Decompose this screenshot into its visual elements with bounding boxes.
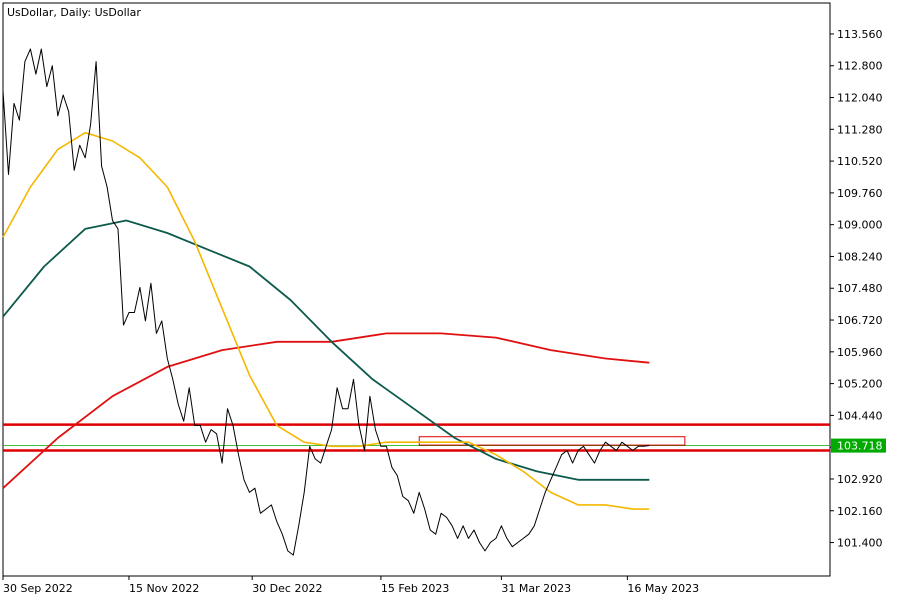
plot-series xyxy=(2,48,830,556)
y-tick-label: 113.560 xyxy=(837,28,883,41)
y-axis: 101.400102.160102.920103.680104.440105.2… xyxy=(830,28,883,550)
y-tick-label: 107.480 xyxy=(837,282,883,295)
x-tick-label: 31 Mar 2023 xyxy=(501,582,571,595)
x-tick-label: 15 Feb 2023 xyxy=(381,582,449,595)
y-tick-label: 105.200 xyxy=(837,378,883,391)
last-price-box xyxy=(831,438,886,453)
y-tick-label: 109.000 xyxy=(837,219,883,232)
price-line xyxy=(2,48,650,556)
y-tick-label: 104.440 xyxy=(837,409,883,422)
x-tick-label: 15 Nov 2022 xyxy=(129,582,199,595)
x-tick-label: 30 Sep 2022 xyxy=(3,582,73,595)
chart-title: UsDollar, Daily: UsDollar xyxy=(7,6,141,19)
highlight-zone xyxy=(418,436,686,446)
y-tick-label: 102.160 xyxy=(837,505,883,518)
x-tick-label: 30 Dec 2022 xyxy=(252,582,322,595)
plot-area xyxy=(2,2,831,577)
ma-fast-line xyxy=(2,131,650,510)
last-price-marker: 103.718 xyxy=(831,438,886,453)
y-tick-label: 110.520 xyxy=(837,155,883,168)
y-tick-label: 111.280 xyxy=(837,123,883,136)
x-axis: 30 Sep 2022 15 Nov 2022 30 Dec 2022 15 Feb … xyxy=(2,576,699,595)
y-tick-label: 108.240 xyxy=(837,250,883,263)
last-price-label: 103.718 xyxy=(837,440,883,453)
y-tick-label: 112.800 xyxy=(837,60,883,73)
y-tick-label: 106.720 xyxy=(837,314,883,327)
y-tick-label: 112.040 xyxy=(837,92,883,105)
x-tick-label: 16 May 2023 xyxy=(627,582,699,595)
ma-mid-line xyxy=(2,219,650,481)
y-tick-label: 105.960 xyxy=(837,346,883,359)
y-tick-label: 102.920 xyxy=(837,473,883,486)
y-tick-label: 109.760 xyxy=(837,187,883,200)
y-tick-label: 101.400 xyxy=(837,537,883,550)
